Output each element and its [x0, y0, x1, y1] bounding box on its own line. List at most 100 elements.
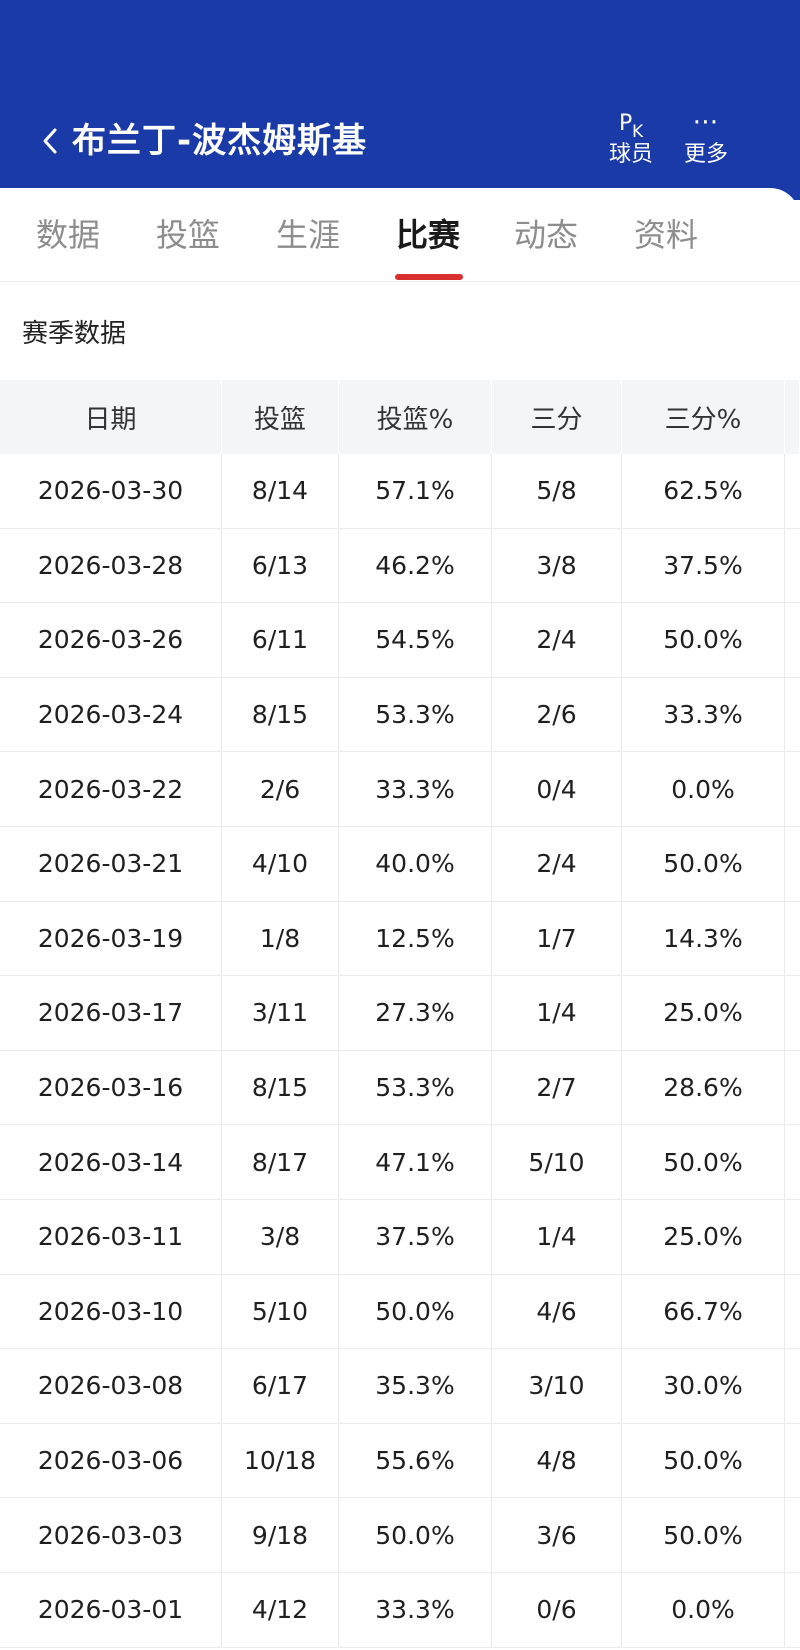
column-header-3pt: 三分: [492, 380, 622, 454]
tab-data[interactable]: 数据: [35, 216, 100, 254]
cell-fg: 3/11: [222, 976, 339, 1050]
table-header-row: 日期 投篮 投篮% 三分 三分%: [0, 380, 800, 454]
cell-3pt-pct: 28.6%: [622, 1050, 785, 1125]
cell-overflow: [785, 1200, 800, 1274]
cell-3pt-pct: 50.0%: [622, 826, 785, 901]
cell-fg: 2/6: [222, 752, 339, 826]
table-row[interactable]: 2026-03-24 8/15 53.3% 2/6 33.3%: [0, 677, 800, 753]
cell-3pt: 2/7: [492, 1050, 622, 1125]
column-header-fg-pct: 投篮%: [339, 380, 492, 454]
cell-overflow: [785, 1125, 800, 1199]
cell-fg: 3/8: [222, 1199, 339, 1274]
tab-bar: 数据 投篮 生涯 比赛 动态 资料: [0, 188, 800, 282]
cell-fg-pct: 53.3%: [339, 1050, 492, 1125]
tab-profile[interactable]: 资料: [633, 216, 698, 254]
table-row[interactable]: 2026-03-01 4/12 33.3% 0/6 0.0%: [0, 1572, 800, 1648]
cell-fg-pct: 33.3%: [339, 752, 492, 826]
cell-3pt: 3/8: [492, 528, 622, 603]
more-dots-icon: ⋯: [692, 107, 720, 137]
table-row[interactable]: 2026-03-30 8/14 57.1% 5/8 62.5%: [0, 454, 800, 529]
table-row[interactable]: 2026-03-19 1/8 12.5% 1/7 14.3%: [0, 901, 800, 977]
cell-fg-pct: 37.5%: [339, 1199, 492, 1274]
back-button[interactable]: [30, 118, 70, 164]
player-pk-label: 球员: [608, 142, 653, 167]
table-row[interactable]: 2026-03-28 6/13 46.2% 3/8 37.5%: [0, 528, 800, 604]
cell-fg: 4/12: [222, 1572, 339, 1647]
cell-overflow: [785, 1498, 800, 1572]
cell-overflow: [785, 529, 800, 603]
active-tab-indicator: [395, 274, 463, 280]
cell-3pt: 3/10: [492, 1349, 622, 1423]
table-row[interactable]: 2026-03-16 8/15 53.3% 2/7 28.6%: [0, 1050, 800, 1126]
table-row[interactable]: 2026-03-14 8/17 47.1% 5/10 50.0%: [0, 1125, 800, 1200]
cell-overflow: [785, 454, 800, 528]
cell-3pt: 2/4: [492, 826, 622, 901]
player-name-title: 布兰丁-波杰姆斯基: [72, 121, 368, 161]
app-header: 布兰丁-波杰姆斯基 P K 球员 ⋯ 更多: [0, 0, 800, 200]
table-row[interactable]: 2026-03-06 10/18 55.6% 4/8 50.0%: [0, 1423, 800, 1499]
cell-fg-pct: 35.3%: [339, 1349, 492, 1423]
cell-fg-pct: 12.5%: [339, 901, 492, 976]
cell-overflow: [785, 1051, 800, 1125]
cell-3pt-pct: 50.0%: [622, 1498, 785, 1572]
cell-fg-pct: 40.0%: [339, 826, 492, 901]
cell-fg-pct: 33.3%: [339, 1572, 492, 1647]
column-header-3pt-pct: 三分%: [622, 380, 785, 454]
cell-fg-pct: 46.2%: [339, 528, 492, 603]
cell-overflow: [785, 1573, 800, 1647]
table-row[interactable]: 2026-03-17 3/11 27.3% 1/4 25.0%: [0, 976, 800, 1051]
cell-3pt-pct: 33.3%: [622, 677, 785, 752]
content-panel: 数据 投篮 生涯 比赛 动态 资料 赛季数据 日期 投篮 投篮% 三分 三分% …: [0, 188, 800, 1650]
cell-3pt: 0/6: [492, 1572, 622, 1647]
more-button[interactable]: ⋯ 更多: [666, 104, 746, 174]
cell-date: 2026-03-01: [0, 1572, 222, 1647]
cell-fg: 6/11: [222, 603, 339, 677]
cell-3pt: 1/7: [492, 901, 622, 976]
table-row[interactable]: 2026-03-03 9/18 50.0% 3/6 50.0%: [0, 1498, 800, 1573]
section-title: 赛季数据: [22, 319, 127, 349]
cell-date: 2026-03-06: [0, 1423, 222, 1498]
cell-overflow: [785, 976, 800, 1050]
tab-games[interactable]: 比赛: [395, 216, 460, 254]
cell-date: 2026-03-16: [0, 1050, 222, 1125]
cell-date: 2026-03-28: [0, 528, 222, 603]
cell-date: 2026-03-11: [0, 1199, 222, 1274]
tab-career[interactable]: 生涯: [275, 216, 340, 254]
pk-icon: P K: [619, 111, 644, 143]
tab-shooting[interactable]: 投篮: [155, 216, 220, 254]
cell-overflow: [785, 1349, 800, 1423]
table-row[interactable]: 2026-03-22 2/6 33.3% 0/4 0.0%: [0, 752, 800, 827]
table-row[interactable]: 2026-03-26 6/11 54.5% 2/4 50.0%: [0, 603, 800, 678]
cell-date: 2026-03-30: [0, 454, 222, 528]
cell-overflow: [785, 752, 800, 826]
cell-fg: 6/17: [222, 1349, 339, 1423]
cell-fg-pct: 55.6%: [339, 1423, 492, 1498]
cell-overflow: [785, 678, 800, 752]
cell-fg: 8/15: [222, 677, 339, 752]
cell-3pt-pct: 66.7%: [622, 1274, 785, 1349]
cell-fg-pct: 50.0%: [339, 1498, 492, 1572]
cell-3pt: 4/8: [492, 1423, 622, 1498]
cell-3pt: 0/4: [492, 752, 622, 826]
cell-3pt: 2/4: [492, 603, 622, 677]
table-row[interactable]: 2026-03-08 6/17 35.3% 3/10 30.0%: [0, 1349, 800, 1424]
table-row[interactable]: 2026-03-21 4/10 40.0% 2/4 50.0%: [0, 826, 800, 902]
cell-date: 2026-03-08: [0, 1349, 222, 1423]
cell-fg: 1/8: [222, 901, 339, 976]
cell-3pt: 4/6: [492, 1274, 622, 1349]
table-row[interactable]: 2026-03-10 5/10 50.0% 4/6 66.7%: [0, 1274, 800, 1350]
cell-overflow: [785, 1275, 800, 1349]
cell-3pt-pct: 25.0%: [622, 976, 785, 1050]
cell-3pt-pct: 25.0%: [622, 1199, 785, 1274]
cell-fg: 8/17: [222, 1125, 339, 1199]
column-header-date: 日期: [0, 380, 222, 454]
cell-fg: 8/14: [222, 454, 339, 528]
column-header-fg: 投篮: [222, 380, 339, 454]
cell-fg: 4/10: [222, 826, 339, 901]
tab-news[interactable]: 动态: [513, 216, 578, 254]
player-pk-button[interactable]: P K 球员: [591, 104, 671, 174]
cell-fg: 5/10: [222, 1274, 339, 1349]
table-row[interactable]: 2026-03-11 3/8 37.5% 1/4 25.0%: [0, 1199, 800, 1275]
cell-3pt: 5/8: [492, 454, 622, 528]
game-stats-table[interactable]: 日期 投篮 投篮% 三分 三分% 2026-03-30 8/14 57.1% 5/8 6…: [0, 380, 800, 1648]
